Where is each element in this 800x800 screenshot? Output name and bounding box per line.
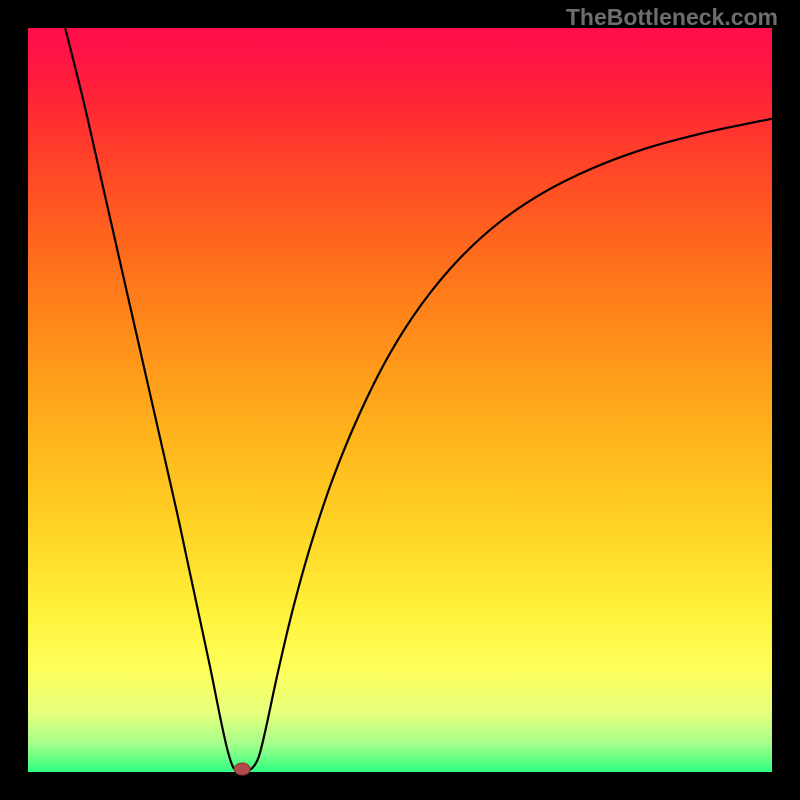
plot-area (28, 28, 772, 772)
watermark-text: TheBottleneck.com (566, 4, 778, 31)
optimal-point-marker (234, 763, 250, 775)
bottleneck-chart (0, 0, 800, 800)
